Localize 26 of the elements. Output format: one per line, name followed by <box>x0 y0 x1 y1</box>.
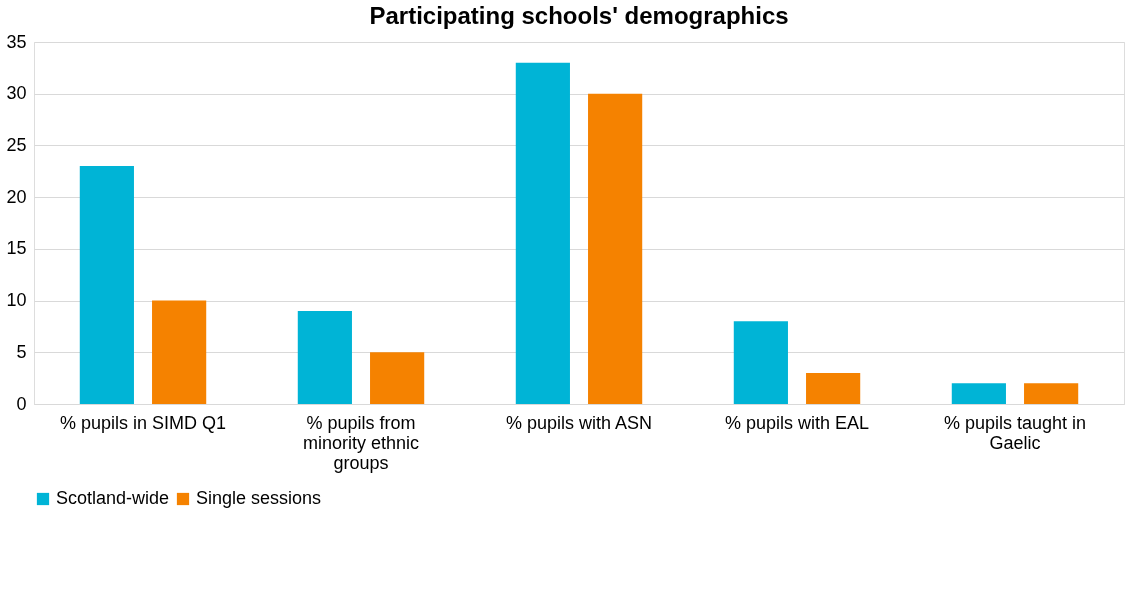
bar <box>951 383 1006 404</box>
bar <box>588 93 643 404</box>
y-tick-label: 0 <box>16 393 27 414</box>
bar <box>515 62 570 404</box>
bar <box>370 352 425 404</box>
x-tick-label: % pupils with ASN <box>505 412 653 433</box>
bar <box>79 166 134 404</box>
legend-label: Scotland-wide <box>56 488 170 508</box>
x-tick-label: % pupils with EAL <box>724 412 870 433</box>
y-tick-label: 15 <box>6 238 27 259</box>
y-tick-label: 30 <box>6 83 27 104</box>
legend-label: Single sessions <box>196 488 322 508</box>
chart-title: Participating schools' demographics <box>369 2 789 29</box>
y-tick-label: 20 <box>6 186 27 207</box>
bar <box>1024 383 1079 404</box>
y-tick-label: 10 <box>6 290 27 311</box>
bar <box>733 321 788 404</box>
bar <box>152 300 207 404</box>
bar <box>806 372 861 404</box>
bar <box>297 310 352 404</box>
x-tick-label: % pupils from minority ethnic groups <box>302 412 420 473</box>
y-tick-label: 25 <box>6 134 27 155</box>
x-tick-label: % pupils taught in Gaelic <box>943 412 1087 453</box>
x-tick-label: % pupils in SIMD Q1 <box>59 412 227 433</box>
y-tick-label: 5 <box>16 341 27 362</box>
y-tick-label: 35 <box>6 31 27 52</box>
